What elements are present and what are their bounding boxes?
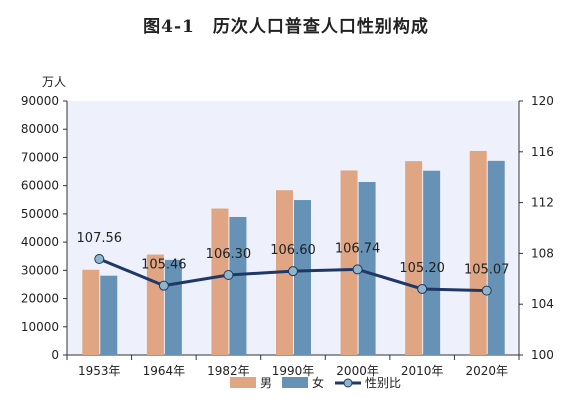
- sex-ratio-point: [352, 264, 363, 275]
- sex-ratio-point: [223, 269, 234, 280]
- right-tick-label: 108: [531, 246, 554, 260]
- x-tick-label: 2010年: [401, 364, 444, 378]
- legend-label-male: 男: [260, 376, 272, 390]
- chart-title: 图4-1 历次人口普查人口性别构成: [143, 17, 429, 37]
- sex-ratio-data-label: 107.56: [77, 231, 123, 246]
- right-tick-label: 112: [531, 196, 554, 210]
- sex-ratio-point: [288, 266, 298, 277]
- bar-male: [405, 161, 423, 355]
- left-tick-label: 30000: [21, 263, 59, 277]
- bar-female: [423, 170, 441, 355]
- x-tick-label: 1990年: [272, 364, 315, 378]
- x-tick-label: 1953年: [78, 364, 121, 378]
- bar-female: [358, 181, 376, 355]
- bar-female: [294, 200, 311, 355]
- left-tick-label: 90000: [21, 94, 59, 108]
- bar-female: [229, 216, 247, 355]
- bar-male: [469, 150, 487, 355]
- left-tick-label: 60000: [21, 179, 59, 193]
- sex-ratio-data-label: 106.60: [270, 243, 316, 258]
- legend-swatch-female: [282, 377, 308, 388]
- left-tick-label: 10000: [21, 320, 59, 334]
- sex-ratio-data-label: 105.20: [399, 261, 445, 276]
- left-axis-unit: 万人: [42, 75, 66, 89]
- right-tick-label: 120: [531, 94, 554, 108]
- x-tick-label: 2020年: [465, 364, 508, 378]
- legend-marker-ratio: [343, 378, 353, 388]
- right-tick-label: 116: [531, 145, 554, 159]
- sex-ratio-data-label: 105.07: [464, 263, 510, 278]
- legend-label-female: 女: [312, 375, 324, 390]
- x-tick-label: 1964年: [143, 364, 186, 378]
- right-tick-label: 100: [531, 348, 554, 362]
- left-tick-label: 80000: [21, 122, 59, 136]
- bar-male: [82, 269, 100, 355]
- left-tick-label: 70000: [21, 150, 59, 164]
- left-tick-label: 40000: [21, 235, 59, 249]
- legend-swatch-male: [230, 377, 256, 388]
- sex-ratio-point: [481, 285, 492, 296]
- legend-label-ratio: 性别比: [365, 376, 401, 390]
- x-tick-label: 1982年: [207, 364, 250, 378]
- sex-ratio-data-label: 106.30: [206, 247, 252, 262]
- left-tick-label: 20000: [21, 292, 59, 306]
- left-tick-label: 0: [51, 348, 59, 362]
- bar-male: [211, 208, 229, 355]
- sex-ratio-point: [94, 253, 105, 264]
- x-tick-label: 2000年: [336, 364, 379, 378]
- sex-ratio-data-label: 105.46: [141, 258, 187, 273]
- bar-male: [340, 170, 358, 355]
- bar-female: [100, 275, 118, 355]
- sex-ratio-point: [417, 283, 428, 294]
- sex-ratio-point: [158, 280, 169, 291]
- bar-female: [487, 160, 505, 355]
- sex-ratio-data-label: 106.74: [335, 241, 381, 256]
- bar-female: [164, 259, 182, 355]
- right-tick-label: 104: [531, 297, 554, 311]
- left-tick-label: 50000: [21, 207, 59, 221]
